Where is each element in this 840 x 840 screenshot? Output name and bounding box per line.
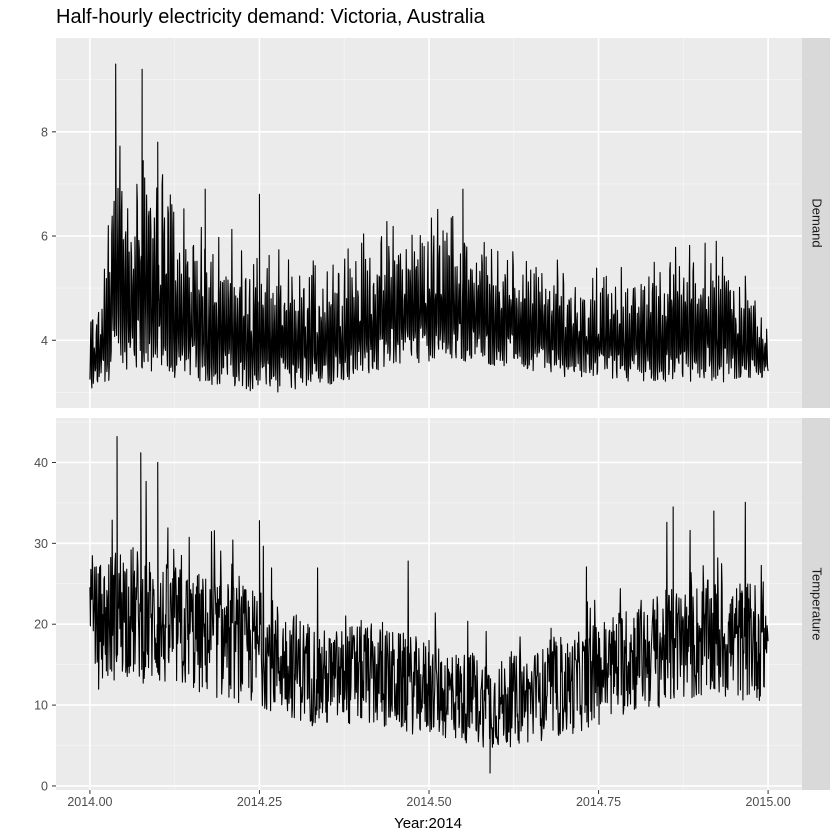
facets-layer: 4 6 8 Demand 0 10 20 30 40 Temperature — [34, 38, 830, 793]
x-tick-label: 2014.75 — [576, 795, 621, 809]
series-line-demand — [89, 63, 769, 393]
y-tick-label: 30 — [34, 537, 48, 551]
facet-strip — [802, 38, 830, 408]
y-tick-label: 0 — [41, 779, 48, 793]
y-tick-label: 6 — [41, 230, 48, 244]
facet-temperature: 0 10 20 30 40 Temperature — [34, 418, 830, 793]
facet-strip-label: Demand — [810, 198, 825, 247]
x-tick-label: 2014.50 — [406, 795, 451, 809]
x-axis-title: Year:2014 — [394, 815, 462, 832]
facet-strip — [802, 418, 830, 790]
y-tick-label: 10 — [34, 699, 48, 713]
chart-title: Half-hourly electricity demand: Victoria… — [56, 6, 485, 28]
y-tick-label: 4 — [41, 334, 48, 348]
facet-demand: 4 6 8 Demand — [41, 38, 830, 408]
x-axis: 2014.00 2014.25 2014.50 2014.75 2015.00 — [67, 790, 791, 809]
y-tick-label: 20 — [34, 618, 48, 632]
x-tick-label: 2014.25 — [237, 795, 282, 809]
facet-strip-label: Temperature — [810, 568, 825, 641]
y-tick-label: 40 — [34, 456, 48, 470]
x-tick-label: 2014.00 — [67, 795, 112, 809]
x-tick-label: 2015.00 — [745, 795, 790, 809]
series-line-temperature — [89, 436, 769, 774]
y-tick-label: 8 — [41, 125, 48, 139]
